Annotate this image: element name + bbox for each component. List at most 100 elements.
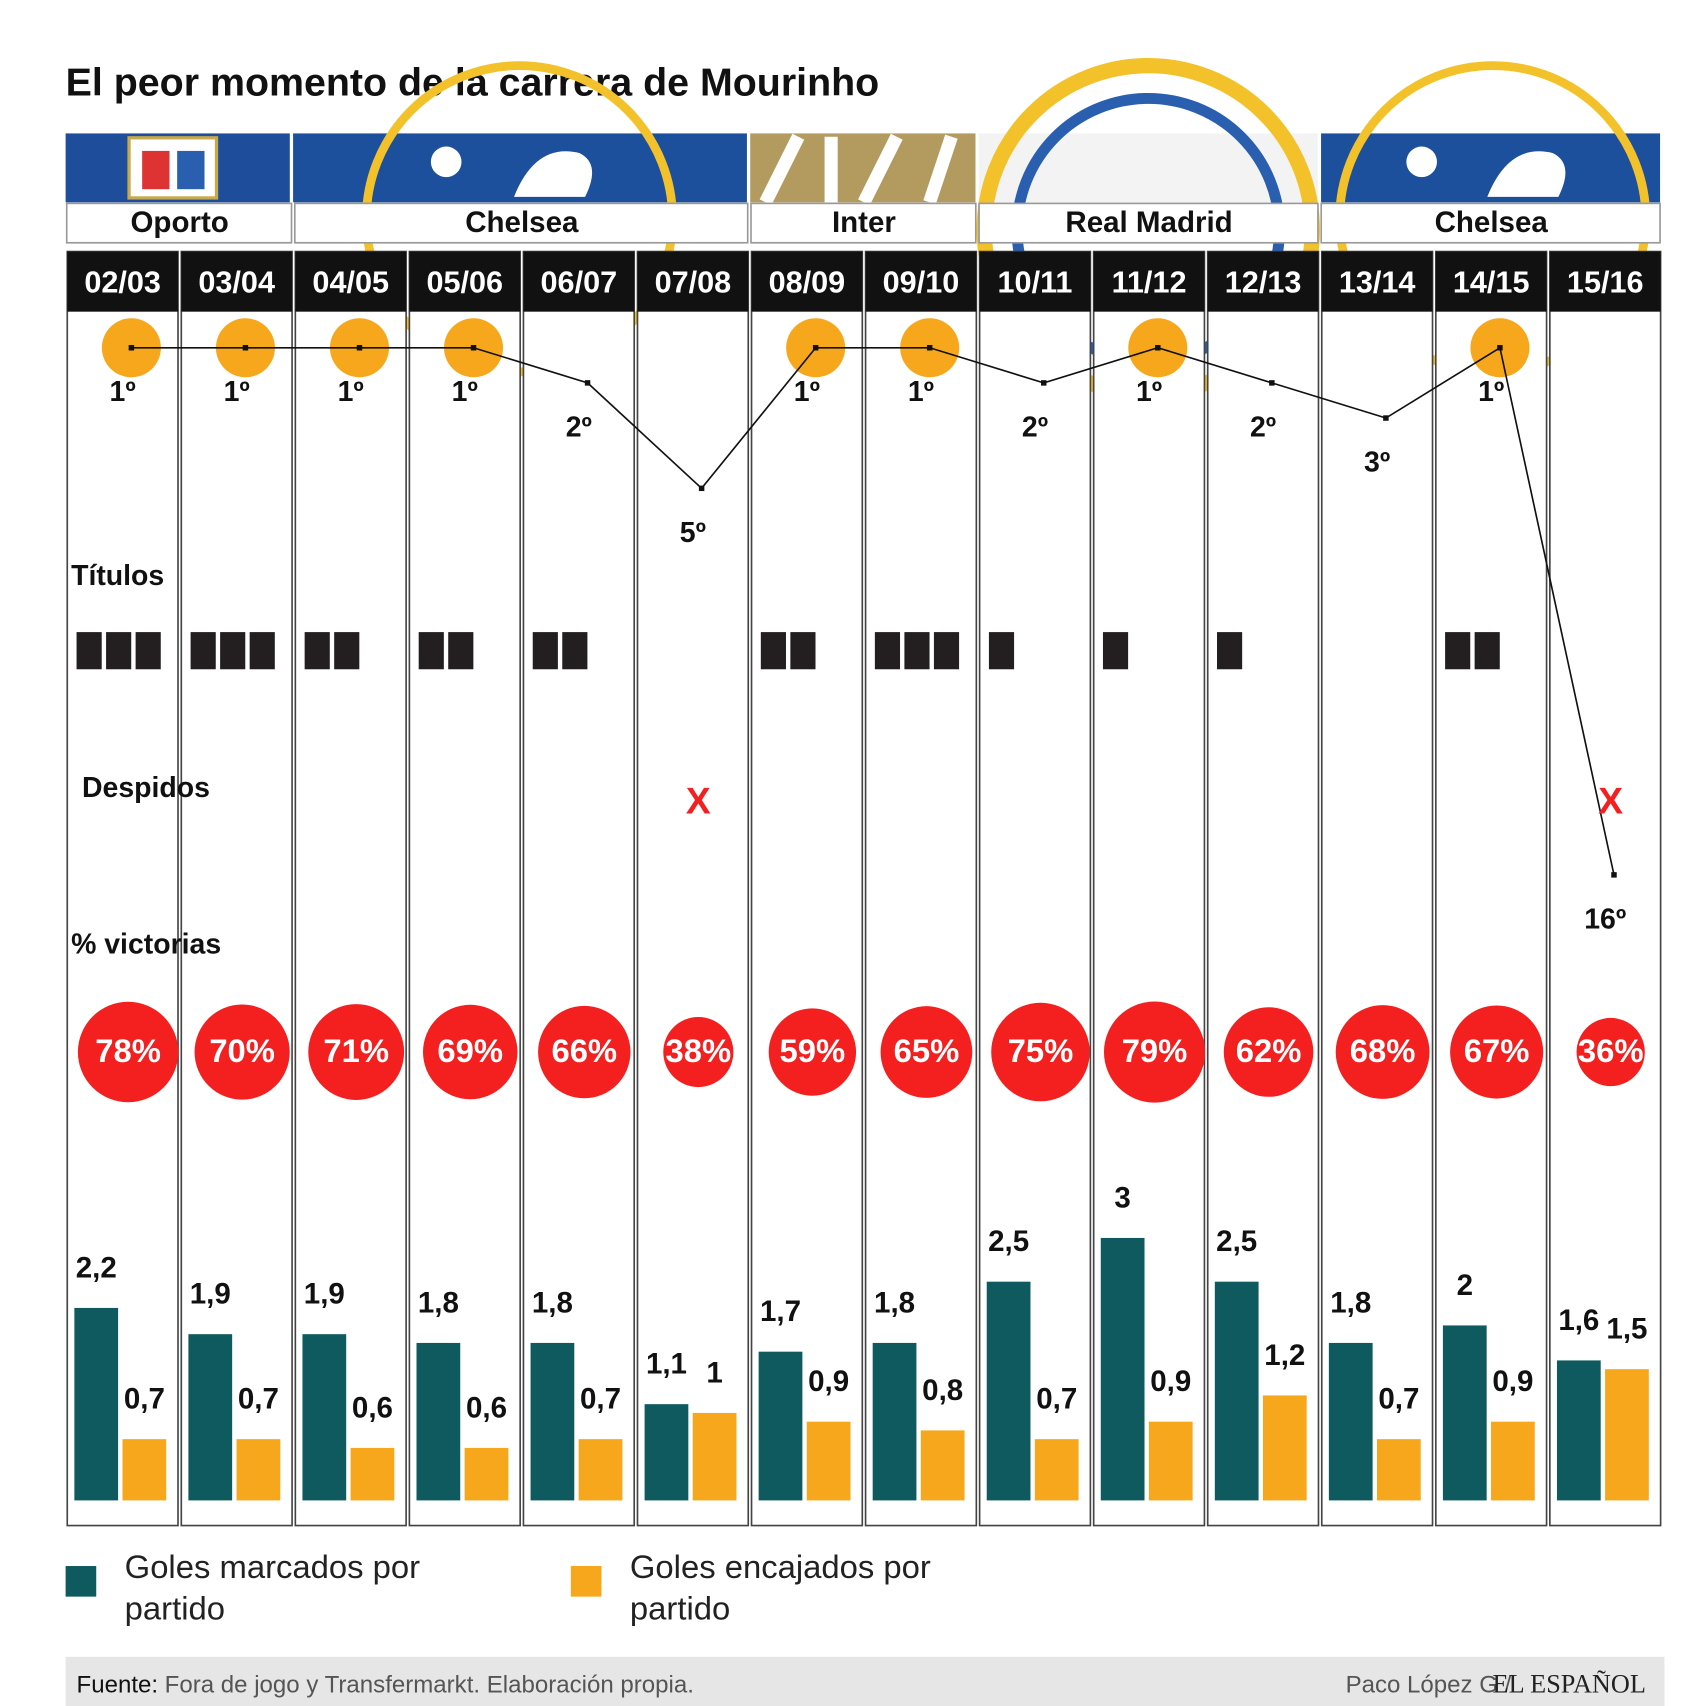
- title-block: [106, 632, 132, 670]
- position-point: [1497, 345, 1503, 351]
- title-block: [220, 632, 246, 670]
- goal-label: 2: [1457, 1269, 1473, 1302]
- row-label: % victorias: [71, 928, 221, 960]
- row-label: Títulos: [71, 560, 164, 592]
- goal-label: 3: [1114, 1181, 1130, 1214]
- win-label: 59%: [780, 1032, 846, 1069]
- season-header: [1093, 251, 1205, 312]
- legend-item: Goles encajados por partido: [630, 1550, 931, 1628]
- goal-bar: [1100, 1237, 1145, 1501]
- source-label: Fuente:: [77, 1672, 159, 1699]
- goal-label: 1,9: [304, 1278, 345, 1311]
- goal-bar: [236, 1439, 281, 1501]
- position-label: 1º: [338, 376, 364, 408]
- title-block: [1102, 632, 1129, 670]
- goal-label: 1,1: [646, 1348, 687, 1381]
- footer-publisher: EL ESPAÑOL: [1493, 1669, 1646, 1698]
- goal-bar: [416, 1342, 461, 1501]
- fired-mark: X: [686, 780, 711, 822]
- goal-label: 0,9: [1150, 1365, 1191, 1398]
- goal-label: 0,7: [1378, 1383, 1419, 1416]
- season-header: [523, 251, 635, 312]
- position-point: [470, 345, 477, 351]
- win-label: 66%: [551, 1032, 617, 1069]
- season-header: [1549, 251, 1661, 312]
- footer-source: Fuente: Fora de jogo y Transfermarkt. Ela…: [77, 1672, 694, 1699]
- position-label: 1º: [908, 376, 934, 408]
- goal-label: 1,2: [1264, 1339, 1305, 1372]
- position-point: [242, 345, 249, 351]
- position-point: [1383, 415, 1389, 421]
- position-label: 2º: [1250, 411, 1276, 443]
- win-circle: [1576, 1017, 1645, 1087]
- position-label: 1º: [452, 376, 478, 408]
- goal-label: 0,6: [466, 1391, 507, 1424]
- source-text: Fora de jogo y Transfermarkt. Elaboració…: [165, 1672, 694, 1699]
- win-label: 62%: [1236, 1032, 1302, 1069]
- goal-bar: [188, 1334, 233, 1501]
- goal-label: 0,6: [352, 1391, 393, 1424]
- club-name: Real Madrid: [1065, 206, 1232, 239]
- legend-label: Goles marcados por partido: [124, 1549, 421, 1628]
- titles-group: [418, 632, 474, 670]
- goal-bar: [692, 1412, 737, 1501]
- position-label: 3º: [1364, 446, 1390, 478]
- win-label: 67%: [1464, 1032, 1530, 1069]
- season-header: [181, 251, 293, 312]
- title-block: [76, 632, 102, 670]
- goal-label: 1: [706, 1356, 722, 1389]
- title-block: [933, 632, 960, 670]
- season-label: 11/12: [1112, 265, 1187, 299]
- goal-label: 0,7: [124, 1383, 165, 1416]
- season-column: [1320, 250, 1434, 1527]
- goal-label: 1,5: [1606, 1313, 1647, 1346]
- position-label: 16º: [1584, 903, 1626, 935]
- goal-bar: [1442, 1325, 1487, 1501]
- position-point: [926, 345, 933, 351]
- club-name: Inter: [832, 206, 896, 239]
- titles-group: [874, 632, 960, 670]
- position-label: 2º: [1022, 411, 1048, 443]
- position-point: [1041, 380, 1047, 386]
- club-name: Chelsea: [1435, 206, 1549, 239]
- goal-bar: [1034, 1439, 1079, 1501]
- win-circle: [1103, 1001, 1206, 1103]
- position-point: [128, 345, 135, 351]
- title-block: [448, 632, 474, 670]
- title-block: [562, 632, 588, 670]
- season-header: [1321, 251, 1433, 312]
- goal-bar: [530, 1342, 575, 1501]
- goal-bar: [1556, 1360, 1601, 1501]
- win-label: 65%: [894, 1032, 960, 1069]
- title-block: [1217, 632, 1243, 670]
- title-block: [190, 632, 216, 670]
- club-box: [293, 202, 749, 244]
- season-label: 06/07: [541, 265, 618, 299]
- season-column: [1549, 250, 1662, 1527]
- season-column: [1434, 250, 1548, 1527]
- season-column: [636, 250, 750, 1527]
- position-label: 1º: [1478, 376, 1504, 408]
- win-circle: [1223, 1007, 1314, 1097]
- club-name: Chelsea: [465, 206, 579, 239]
- row-label: Despidos: [82, 772, 210, 804]
- title-block: [1474, 632, 1500, 670]
- season-column: [522, 250, 636, 1527]
- title-block: [790, 632, 816, 670]
- win-circle: [77, 1001, 179, 1103]
- season-label: 10/11: [998, 265, 1073, 299]
- title: El peor momento de la carrera de Mourinh…: [66, 61, 880, 105]
- season-header: [751, 251, 863, 312]
- fired-mark: X: [1598, 780, 1623, 822]
- titles-group: [1217, 632, 1243, 670]
- goal-label: 1,6: [1558, 1304, 1599, 1337]
- win-circle: [423, 1004, 518, 1100]
- season-column: [180, 250, 293, 1527]
- goal-bar: [122, 1439, 167, 1501]
- titles-group: [988, 632, 1015, 670]
- title-block: [760, 632, 786, 670]
- position-point: [1269, 380, 1275, 386]
- season-label: 14/15: [1453, 265, 1530, 299]
- goal-bar: [350, 1447, 395, 1501]
